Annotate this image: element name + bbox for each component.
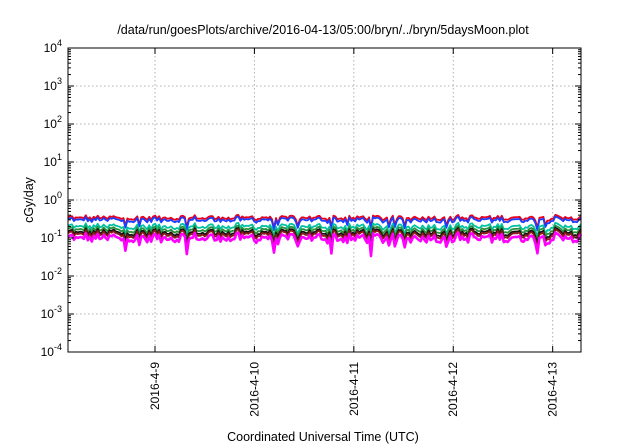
y-tick-label-exponent: 0 bbox=[57, 190, 62, 200]
y-tick-label: 10-4 bbox=[41, 342, 62, 359]
series-line bbox=[67, 228, 582, 254]
y-tick-label-base: 10 bbox=[41, 307, 55, 321]
x-tick-labels: 2016-4-9 2016-4-10 2016-4-11 2016-4-12 2016-… bbox=[148, 362, 560, 417]
series-line bbox=[67, 215, 582, 232]
plot-frame bbox=[67, 47, 582, 353]
x-tick-label: 2016-4-9 bbox=[148, 362, 162, 410]
y-tick-label: 100 bbox=[44, 190, 62, 207]
y-tick-label-base: 10 bbox=[44, 41, 58, 55]
y-axis-label: cGy/day bbox=[22, 176, 36, 223]
x-tick-label: 2016-4-13 bbox=[546, 362, 560, 417]
series-line bbox=[67, 226, 582, 245]
x-axis-label: Coordinated Universal Time (UTC) bbox=[227, 430, 419, 444]
series-line bbox=[67, 214, 582, 229]
series-line bbox=[67, 224, 582, 242]
y-tick-label-base: 10 bbox=[41, 231, 55, 245]
y-tick-label-base: 10 bbox=[41, 345, 55, 359]
y-tick-label: 102 bbox=[44, 114, 62, 131]
x-tick-label: 2016-4-10 bbox=[247, 362, 261, 417]
y-tick-label-exponent: -2 bbox=[54, 266, 62, 276]
series-line bbox=[67, 231, 583, 258]
y-tick-label: 10-1 bbox=[41, 228, 62, 245]
y-tick-label-exponent: -4 bbox=[54, 342, 62, 352]
grid bbox=[68, 48, 581, 352]
y-tick-label: 10-2 bbox=[41, 266, 62, 283]
y-tick-label-exponent: 1 bbox=[57, 152, 62, 162]
y-tick-label-exponent: 3 bbox=[57, 76, 62, 86]
y-tick-label: 10-3 bbox=[41, 304, 62, 321]
y-tick-label-base: 10 bbox=[44, 79, 58, 93]
y-tick-label-base: 10 bbox=[44, 193, 58, 207]
y-tick-label: 101 bbox=[44, 152, 62, 169]
y-tick-label: 103 bbox=[44, 76, 62, 93]
y-tick-label-base: 10 bbox=[44, 117, 58, 131]
y-tick-label-exponent: 4 bbox=[57, 38, 62, 48]
series-line bbox=[67, 221, 582, 239]
x-tick-label: 2016-4-11 bbox=[347, 362, 361, 416]
y-tick-label-exponent: -3 bbox=[54, 304, 62, 314]
y-tick-label-exponent: 2 bbox=[57, 114, 62, 124]
y-tick-label-base: 10 bbox=[41, 269, 55, 283]
x-tick-label: 2016-4-12 bbox=[446, 362, 460, 417]
y-tick-label: 104 bbox=[44, 38, 62, 55]
chart-title: /data/run/goesPlots/archive/2016-04-13/0… bbox=[117, 23, 529, 37]
y-tick-label-base: 10 bbox=[44, 155, 58, 169]
series-lines bbox=[67, 214, 583, 258]
y-tick-label-exponent: -1 bbox=[54, 228, 62, 238]
